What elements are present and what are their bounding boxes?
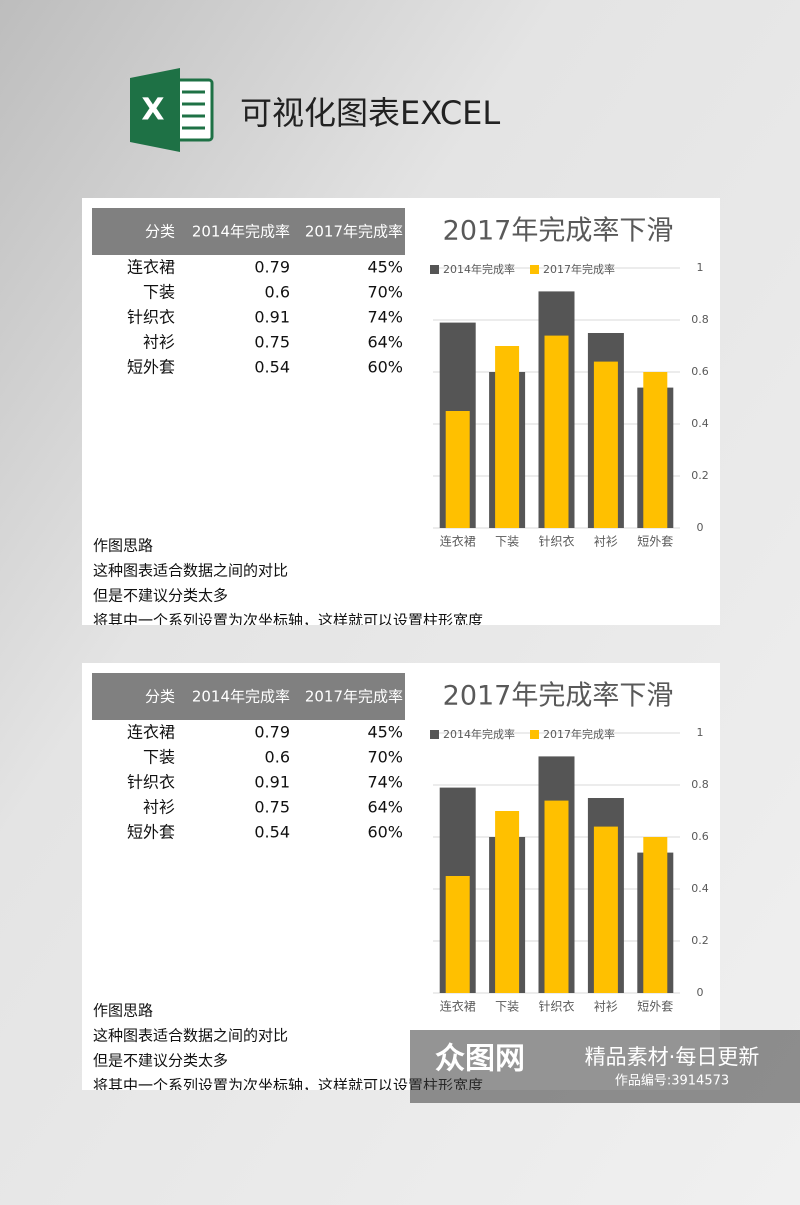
x-tick-label: 连衣裙 [440,534,476,549]
table-cell: 60% [367,823,403,842]
table-cell: 70% [367,283,403,302]
note-line: 作图思路 [93,537,153,555]
x-tick-label: 针织衣 [538,999,574,1014]
table-header-cell: 分类 [145,688,175,706]
table-cell: 0.54 [254,358,290,377]
legend-label: 2014年完成率 [443,727,515,741]
table-cell: 0.91 [254,308,290,327]
table-cell: 0.75 [254,333,290,352]
y-tick-label: 0.6 [691,365,709,378]
table-cell: 0.79 [254,723,290,742]
y-tick-label: 0.2 [691,934,709,947]
table-header-bar [92,208,405,255]
table-cell: 针织衣 [127,308,175,327]
bar [593,826,618,993]
y-tick-label: 0.6 [691,830,709,843]
table-cell: 0.79 [254,258,290,277]
table-cell: 64% [367,798,403,817]
table-cell: 0.75 [254,798,290,817]
table-cell: 74% [367,308,403,327]
note-line: 但是不建议分类太多 [93,1052,228,1070]
table-cell: 0.91 [254,773,290,792]
table-cell: 0.6 [265,283,290,302]
chart-title: 2017年完成率下滑 [443,216,674,247]
bar [495,811,520,993]
legend-label: 2014年完成率 [443,262,515,276]
table-header-cell: 2017年完成率 [305,688,403,706]
y-tick-label: 0.2 [691,469,709,482]
table-cell: 下装 [143,283,175,302]
table-header-bar [92,673,405,720]
legend-label: 2017年完成率 [543,727,615,741]
bar [544,800,569,993]
note-line: 这种图表适合数据之间的对比 [93,562,288,580]
table-header-cell: 2014年完成率 [192,688,290,706]
page-title: 可视化图表EXCEL [240,94,500,132]
y-tick-label: 0 [697,521,704,534]
y-tick-label: 0.8 [691,313,709,326]
svg-text:X: X [141,93,164,128]
table-cell: 针织衣 [127,773,175,792]
table-header-cell: 2017年完成率 [305,223,403,241]
x-tick-label: 针织衣 [538,534,574,549]
x-tick-label: 短外套 [637,1000,673,1014]
table-cell: 下装 [143,748,175,767]
table-header-cell: 分类 [145,223,175,241]
note-line: 作图思路 [93,1002,153,1020]
table-cell: 0.6 [265,748,290,767]
note-line: 将其中一个系列设置为次坐标轴，这样就可以设置柱形宽度 [93,1077,483,1095]
table-header-cell: 2014年完成率 [192,223,290,241]
table-cell: 60% [367,358,403,377]
legend-swatch [530,265,539,274]
bar [445,411,470,528]
watermark-code: 作品编号:3914573 [615,1074,729,1089]
y-tick-label: 0.4 [691,882,709,895]
table-cell: 70% [367,748,403,767]
note-line: 这种图表适合数据之间的对比 [93,1027,288,1045]
legend-label: 2017年完成率 [543,262,615,276]
y-tick-label: 0.8 [691,778,709,791]
bar [544,335,569,528]
table-cell: 45% [367,723,403,742]
legend-swatch [430,265,439,274]
table-cell: 衬衫 [143,333,175,352]
bar [445,876,470,993]
table-cell: 连衣裙 [127,723,175,742]
x-tick-label: 下装 [495,535,519,549]
x-tick-label: 连衣裙 [440,999,476,1014]
watermark: 众图网 精品素材·每日更新 作品编号:3914573 [410,1030,800,1103]
x-tick-label: 下装 [495,1000,519,1014]
chart-title: 2017年完成率下滑 [443,681,674,712]
table-cell: 短外套 [127,358,175,377]
legend-swatch [430,730,439,739]
table-cell: 45% [367,258,403,277]
bar [643,837,668,993]
y-tick-label: 0 [697,986,704,999]
watermark-slogan: 精品素材·每日更新 [585,1045,760,1069]
legend-swatch [530,730,539,739]
y-tick-label: 1 [697,726,704,739]
excel-icon: X [130,68,214,152]
table-cell: 64% [367,333,403,352]
watermark-logo: 众图网 [435,1042,525,1077]
note-line: 但是不建议分类太多 [93,587,228,605]
y-tick-label: 1 [697,261,704,274]
table-cell: 短外套 [127,823,175,842]
x-tick-label: 衬衫 [594,535,618,549]
table-cell: 衬衫 [143,798,175,817]
table-cell: 74% [367,773,403,792]
bar [643,372,668,528]
table-cell: 0.54 [254,823,290,842]
bar [495,346,520,528]
note-line: 将其中一个系列设置为次坐标轴，这样就可以设置柱形宽度 [93,612,483,630]
x-tick-label: 衬衫 [594,1000,618,1014]
table-cell: 连衣裙 [127,258,175,277]
x-tick-label: 短外套 [637,535,673,549]
y-tick-label: 0.4 [691,417,709,430]
bar [593,361,618,528]
